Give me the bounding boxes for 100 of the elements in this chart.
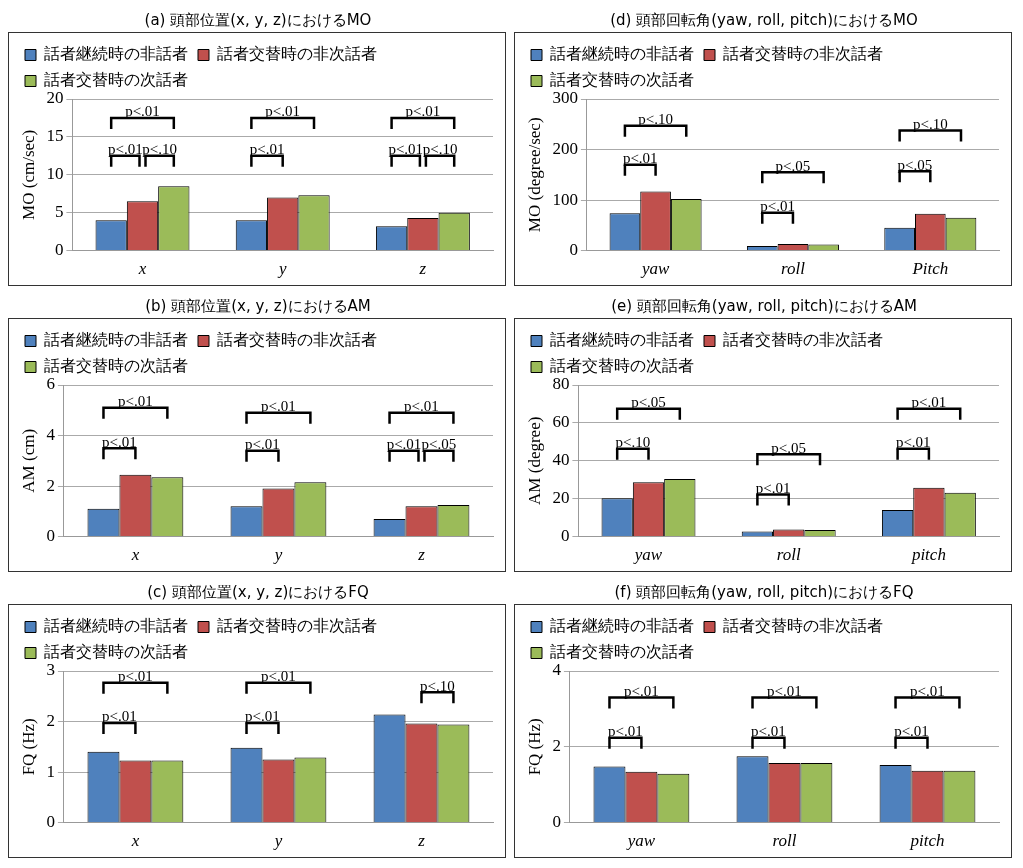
annotation: p<.01 (895, 434, 931, 451)
legend-label: 話者継続時の非話者 (44, 330, 188, 350)
annotation: p<.01 (608, 723, 643, 740)
x-tick-label: x (130, 831, 140, 851)
y-tick-label: 6 (46, 374, 55, 394)
y-axis-title: AM (cm) (18, 428, 38, 493)
y-tick-label: 300 (552, 88, 578, 108)
annotation: p<.01 (245, 708, 280, 725)
legend-label: 話者交替時の次話者 (550, 70, 694, 90)
x-tick-label: pitch (910, 545, 946, 565)
legend-label: 話者交替時の次話者 (44, 356, 188, 376)
y-tick-label: 60 (552, 412, 570, 432)
legend-label: 話者交替時の次話者 (550, 642, 694, 662)
annotation: p<.01 (388, 141, 424, 158)
annotation: p<.01 (118, 393, 153, 410)
legend-label: 話者交替時の非次話者 (217, 44, 377, 64)
annotation: p<.01 (751, 723, 786, 740)
x-tick-label: y (272, 545, 283, 565)
legend-label: 話者交替時の非次話者 (723, 616, 883, 636)
y-tick-label: 3 (46, 660, 55, 680)
y-tick-label: 0 (46, 812, 55, 832)
y-tick-label: 40 (552, 450, 570, 470)
x-tick-label: roll (772, 831, 797, 851)
chart-title: (f) 頭部回転角(yaw, roll, pitch)におけるFQ (613, 582, 915, 603)
legend-label: 話者継続時の非話者 (44, 44, 188, 64)
y-tick-label: 4 (46, 425, 56, 444)
chart-title: (c) 頭部位置(x, y, z)におけるFQ (146, 582, 370, 603)
legend-label: 話者交替時の非次話者 (723, 44, 883, 64)
x-tick-label: z (417, 545, 426, 565)
legend-label: 話者交替時の非次話者 (217, 330, 377, 350)
annotation: p<.01 (405, 103, 441, 120)
y-tick-label: 2 (46, 475, 55, 495)
y-tick-label: 4 (552, 660, 562, 680)
annotation: p<.01 (767, 682, 802, 699)
y-axis-title: AM (degree) (524, 416, 544, 505)
x-tick-label: roll (780, 259, 806, 279)
annotation: p<.01 (755, 479, 791, 496)
annotation: p<.05 (631, 394, 666, 411)
x-tick-label: Pitch (911, 259, 949, 279)
y-tick-label: 5 (54, 202, 64, 222)
x-tick-label: z (417, 831, 426, 851)
y-tick-label: 0 (560, 526, 570, 546)
annotation: p<.01 (261, 668, 296, 685)
annotation: p<.01 (624, 682, 659, 699)
annotation: p<.05 (775, 157, 811, 174)
y-axis-title: MO (degree/sec) (524, 117, 544, 233)
annotation: p<.01 (107, 141, 143, 158)
legend-label: 話者交替時の次話者 (550, 356, 694, 376)
y-tick-label: 10 (46, 164, 64, 184)
legend-label: 話者交替時の非次話者 (723, 330, 883, 350)
x-tick-label: y (272, 831, 283, 851)
x-tick-label: yaw (632, 545, 663, 565)
annotation: p<.10 (912, 115, 948, 132)
annotation: p<.10 (142, 141, 178, 158)
y-tick-label: 20 (46, 88, 64, 108)
legend-label: 話者継続時の非話者 (550, 616, 694, 636)
y-tick-label: 2 (552, 736, 561, 756)
annotation: p<.01 (386, 436, 422, 453)
y-axis-title: MO (cm/sec) (18, 129, 38, 220)
annotation: p<.01 (102, 433, 137, 450)
x-tick-label: x (137, 259, 147, 279)
legend-label: 話者交替時の非次話者 (217, 616, 377, 636)
x-tick-label: yaw (639, 259, 670, 279)
annotation: p<.01 (622, 150, 658, 167)
legend-label: 話者交替時の次話者 (44, 642, 188, 662)
annotation: p<.01 (102, 708, 137, 725)
y-tick-label: 0 (569, 240, 578, 260)
annotation: p<.01 (404, 398, 439, 415)
x-tick-label: pitch (909, 831, 945, 851)
annotation: p<.05 (421, 436, 457, 453)
x-tick-label: x (130, 545, 140, 565)
annotation: p<.01 (911, 394, 947, 411)
y-tick-label: 0 (46, 526, 55, 546)
x-tick-label: roll (776, 545, 801, 565)
annotation: p<.01 (245, 436, 280, 453)
y-axis-title: FQ (Hz) (18, 718, 38, 776)
chart-title: (b) 頭部位置(x, y, z)におけるAM (144, 296, 372, 317)
legend-label: 話者継続時の非話者 (550, 330, 694, 350)
annotation: p<.01 (910, 682, 945, 699)
y-tick-label: 15 (46, 126, 64, 146)
y-tick-label: 100 (552, 189, 578, 209)
legend-label: 話者継続時の非話者 (44, 616, 188, 636)
annotation: p<.10 (422, 141, 458, 158)
annotation: p<.01 (261, 398, 296, 415)
y-axis-title: FQ (Hz) (524, 718, 544, 776)
annotation: p<.05 (771, 439, 807, 456)
y-tick-label: 1 (46, 761, 55, 781)
chart-title: (e) 頭部回転角(yaw, roll, pitch)におけるAM (610, 296, 918, 317)
annotation: p<.10 (420, 677, 455, 694)
legend-label: 話者継続時の非話者 (550, 44, 694, 64)
x-tick-label: y (276, 259, 287, 279)
y-tick-label: 0 (552, 812, 561, 832)
y-tick-label: 2 (46, 711, 55, 730)
chart-title: (a) 頭部位置(x, y, z)におけるMO (143, 10, 373, 31)
y-tick-label: 80 (552, 374, 570, 394)
x-tick-label: yaw (625, 831, 656, 851)
y-tick-label: 20 (552, 488, 570, 508)
legend-label: 話者交替時の次話者 (44, 70, 188, 90)
annotation: p<.01 (125, 103, 160, 120)
chart-title: (d) 頭部回転角(yaw, roll, pitch)におけるMO (609, 10, 919, 31)
